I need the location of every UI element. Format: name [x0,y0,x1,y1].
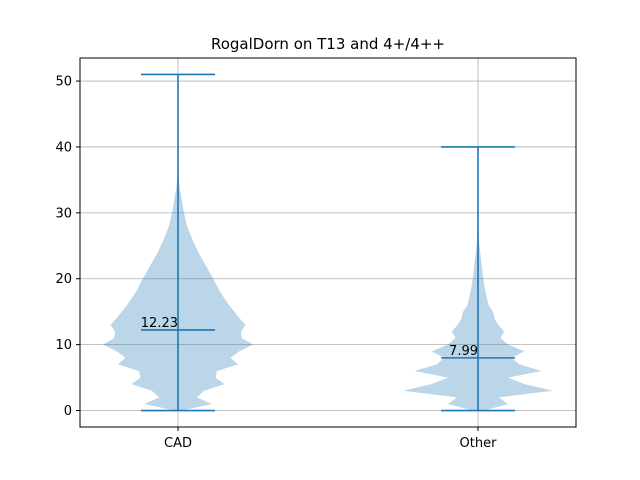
mean-value-label: 12.23 [141,316,178,331]
plot-frame [79,57,577,428]
y-tick-label: 50 [55,75,72,90]
y-tick-label: 10 [55,338,72,353]
y-tick-label: 40 [55,140,72,155]
x-tick-label: Other [460,436,498,451]
y-tick-label: 20 [55,272,72,287]
mean-value-label: 7.99 [449,344,478,359]
y-tick-label: 0 [64,404,72,419]
y-tick-label: 30 [55,206,72,221]
chart-title: RogalDorn on T13 and 4+/4++ [211,35,445,53]
x-tick-label: CAD [164,436,192,451]
